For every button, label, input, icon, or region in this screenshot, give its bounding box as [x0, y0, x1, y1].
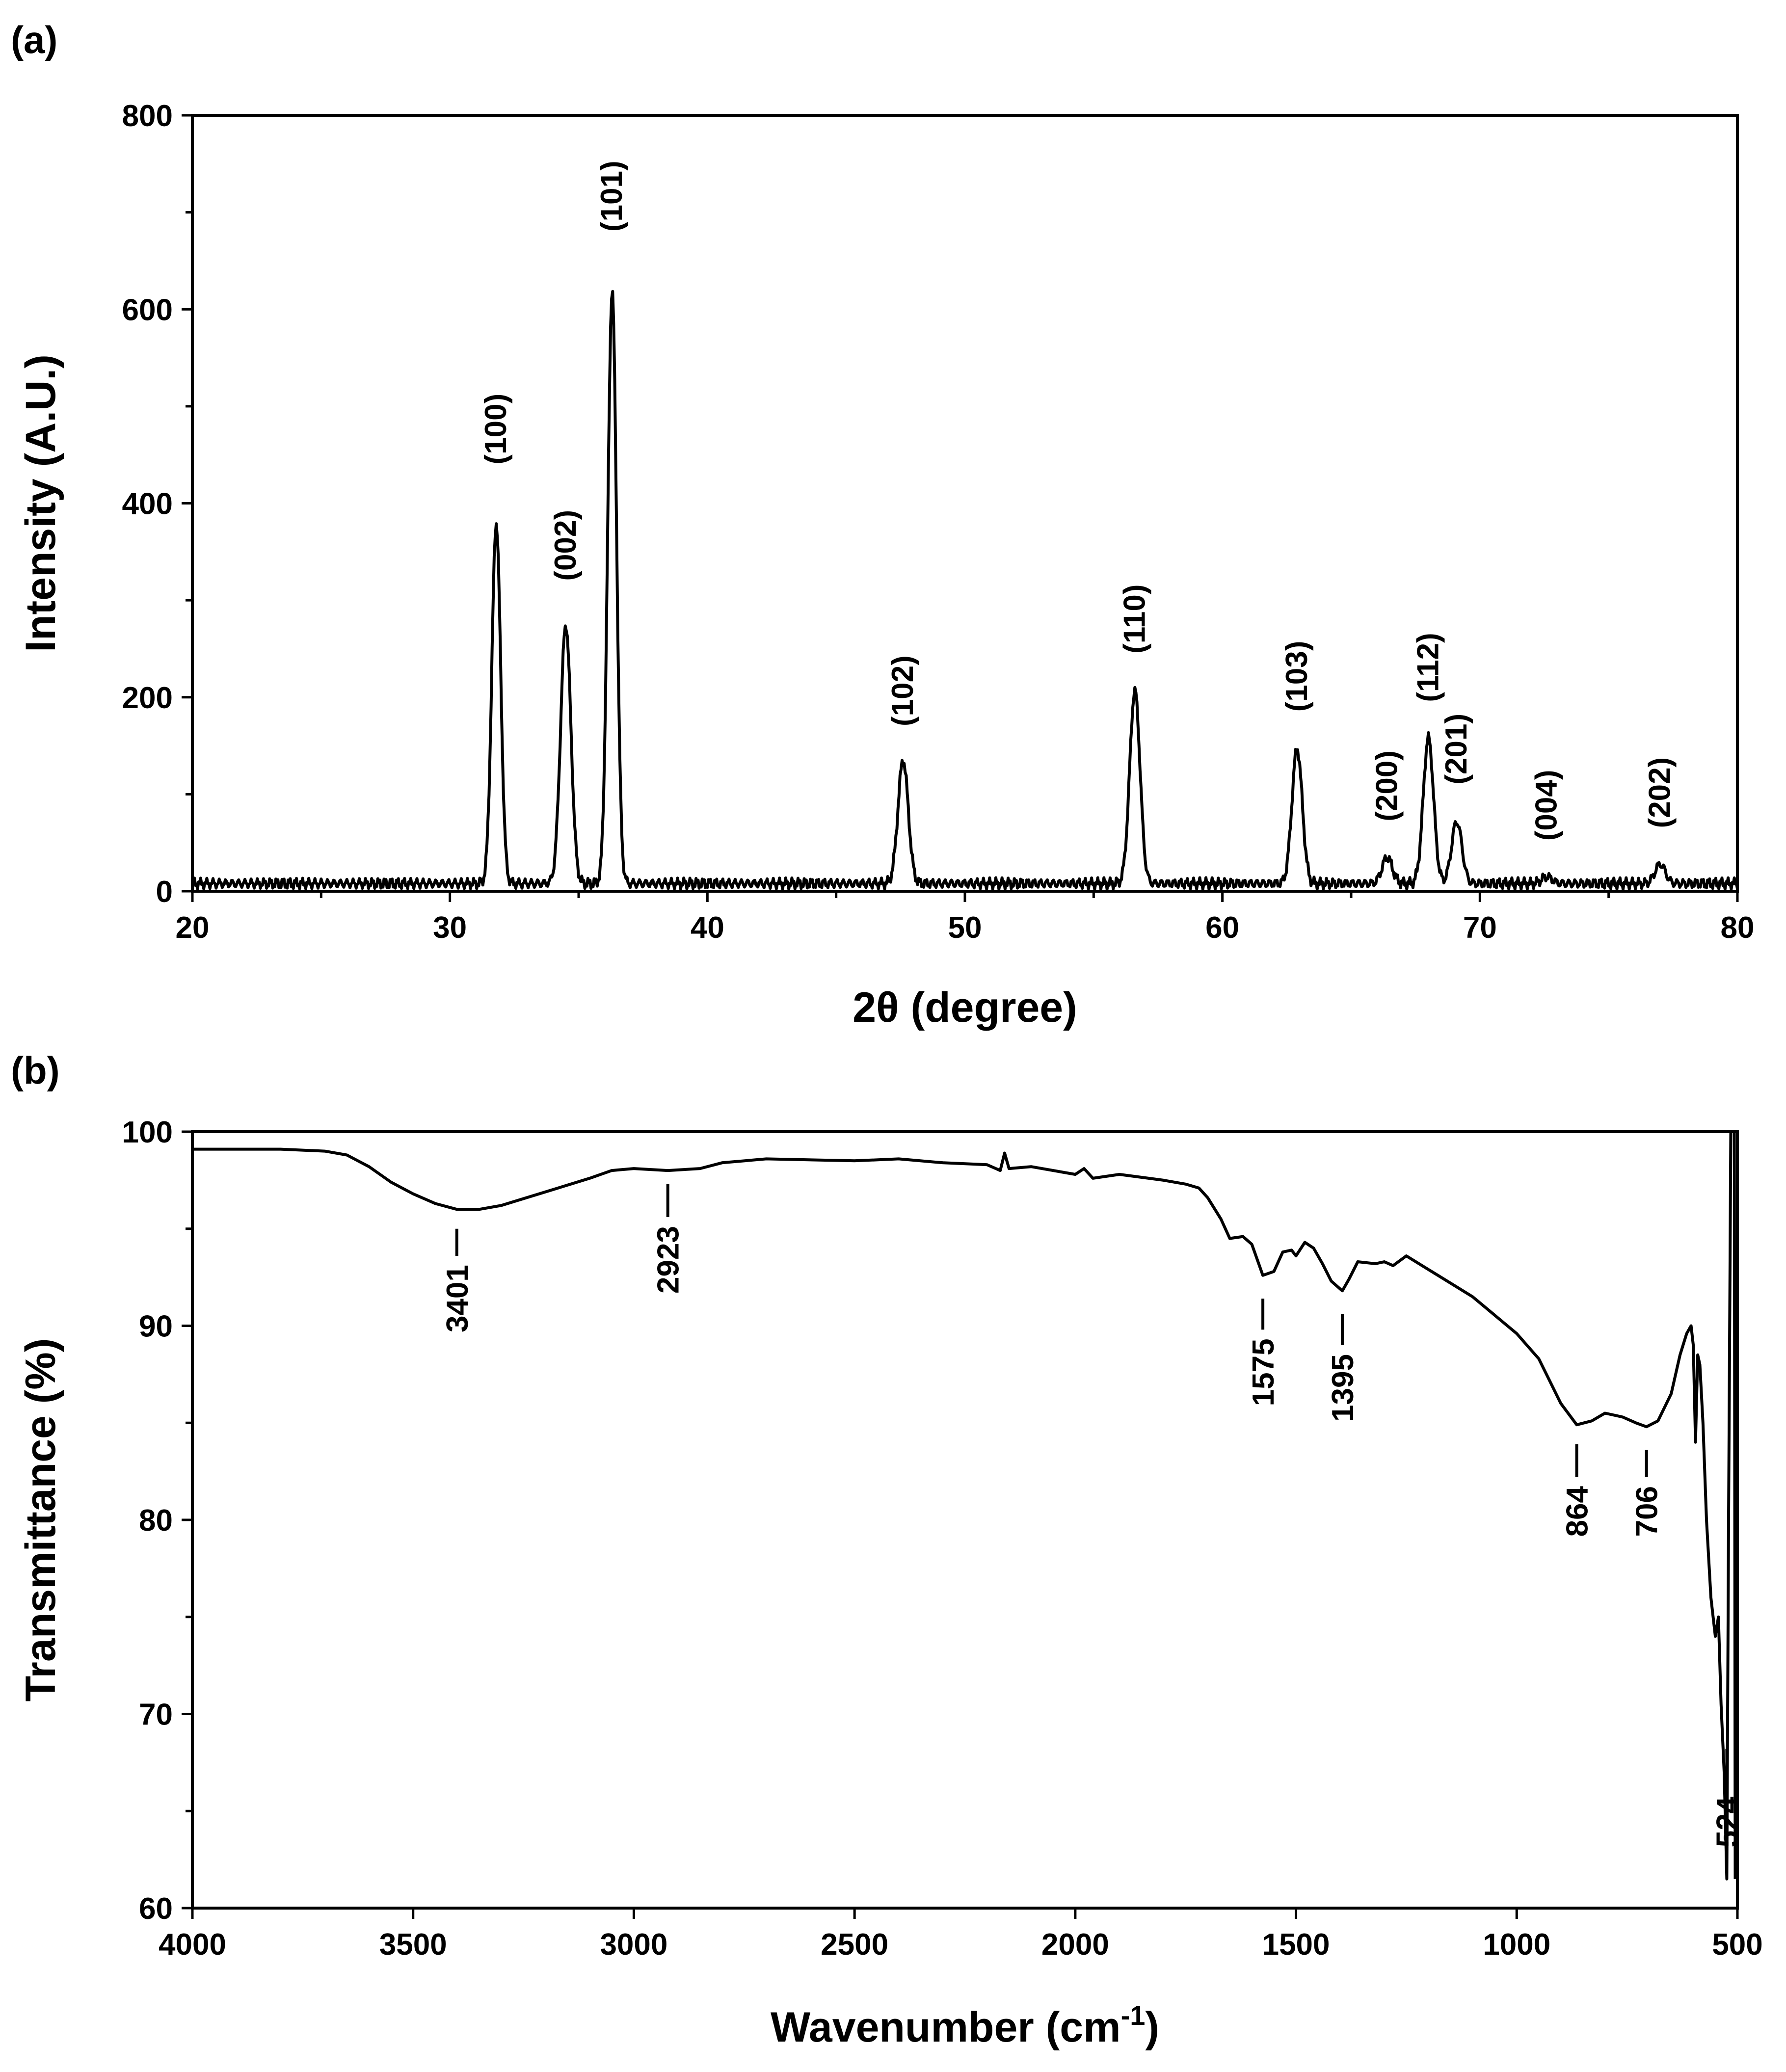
xrd-peak-label: (103) [1280, 641, 1314, 712]
ftir-x-tick-label: 1000 [1483, 1928, 1550, 1962]
xrd-peak-label: (112) [1411, 633, 1445, 702]
xrd-x-tick-label: 50 [948, 911, 982, 945]
xrd-y-tick-label: 200 [122, 681, 173, 715]
xrd-y-tick-label: 800 [122, 99, 173, 133]
ftir-x-axis-title-text: Wavenumber (cm [771, 2004, 1121, 2051]
ftir-x-tick-label: 500 [1712, 1928, 1762, 1962]
ftir-panel: (b) 4000 3500 3000 2500 2000 1500 1000 500 60 70 80… [11, 1049, 1763, 2051]
ftir-x-axis-title: Wavenumber (cm-1) [771, 2000, 1159, 2051]
ftir-y-tick-label: 100 [122, 1116, 173, 1149]
ftir-peak-label: 524 [1710, 1796, 1744, 1847]
ftir-y-tick-label: 90 [139, 1310, 173, 1344]
xrd-x-axis-title: 2θ (degree) [853, 984, 1077, 1031]
panel-label-a: (a) [11, 18, 57, 61]
xrd-peak-label: (100) [479, 394, 513, 465]
xrd-y-tick-label: 400 [122, 487, 173, 521]
xrd-peak-label: (201) [1439, 714, 1473, 785]
ftir-peak-label: 1575 [1247, 1338, 1280, 1406]
ftir-peak-label: 3401 [441, 1265, 475, 1332]
ftir-peak-label: 2923 [652, 1226, 686, 1294]
xrd-peak-label: (002) [549, 510, 583, 581]
xrd-pattern-line [191, 290, 1739, 891]
ftir-y-tick-label: 70 [139, 1698, 173, 1732]
xrd-peak-label: (102) [886, 655, 920, 726]
ftir-x-tick-label: 1500 [1262, 1928, 1330, 1962]
ftir-y-axis-title: Transmittance (%) [17, 1338, 64, 1702]
xrd-x-tick-label: 70 [1463, 911, 1497, 945]
ftir-y-tick-label: 60 [139, 1892, 173, 1926]
xrd-peak-label: (202) [1643, 757, 1677, 828]
ftir-x-tick-label: 2500 [821, 1928, 888, 1962]
xrd-y-axis-title: Intensity (A.U.) [17, 354, 64, 652]
xrd-x-tick-label: 20 [176, 911, 210, 945]
ftir-x-tick-label: 3000 [600, 1928, 667, 1962]
xrd-peak-label: (200) [1370, 750, 1404, 822]
xrd-y-tick-label: 0 [156, 875, 173, 909]
xrd-y-tick-label: 600 [122, 293, 173, 327]
ftir-peak-label: 706 [1630, 1486, 1664, 1537]
ftir-x-tick-label: 3500 [379, 1928, 447, 1962]
xrd-x-tick-label: 80 [1721, 911, 1755, 945]
xrd-peak-label: (110) [1118, 584, 1151, 653]
xrd-x-tick-label: 40 [691, 911, 724, 945]
xrd-x-tick-label: 60 [1205, 911, 1239, 945]
ftir-x-axis-title-sup: -1 [1121, 2000, 1146, 2031]
xrd-peak-label: (004) [1530, 770, 1564, 841]
ftir-y-tick-label: 80 [139, 1504, 173, 1538]
ftir-peak-label: 1395 [1326, 1354, 1360, 1422]
xrd-peak-label: (101) [595, 160, 629, 232]
ftir-x-tick-label: 4000 [159, 1928, 226, 1962]
ftir-peak-label: 864 [1561, 1486, 1595, 1537]
ftir-spectrum-line [192, 1130, 1737, 1881]
panel-label-b: (b) [11, 1049, 60, 1092]
ftir-x-axis-title-end: ) [1145, 2004, 1159, 2051]
xrd-x-tick-label: 30 [433, 911, 467, 945]
ftir-x-tick-label: 2000 [1041, 1928, 1109, 1962]
